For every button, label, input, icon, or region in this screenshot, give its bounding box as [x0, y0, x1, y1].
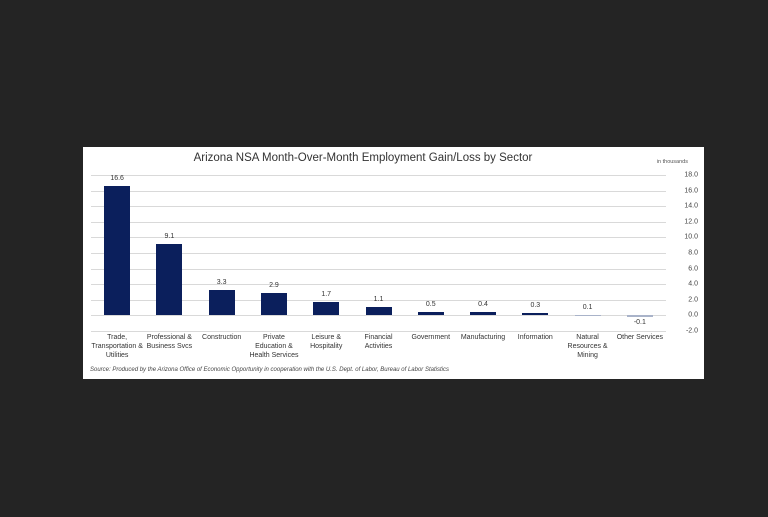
bar: [522, 313, 549, 316]
y-tick-label: 4.0: [688, 280, 698, 288]
bar: [156, 244, 183, 316]
units-note: in thousands: [656, 159, 688, 165]
bar-value-label: 2.9: [269, 281, 279, 289]
gridline: [91, 190, 666, 192]
category-label: Financial Activities: [364, 334, 393, 350]
bar-value-label: 0.5: [425, 300, 436, 308]
category-label: Other Services: [616, 334, 663, 341]
bar: [208, 289, 235, 316]
category-label: Leisure & Hospitality: [310, 334, 343, 350]
chart-panel: Arizona NSA Month-Over-Month Employment …: [83, 147, 704, 379]
category-label: Manufacturing: [460, 334, 506, 341]
gridline: [91, 284, 666, 286]
category-label: Trade, Transportation & Utilities: [91, 334, 143, 359]
bar-value-label: 1.7: [321, 291, 332, 299]
y-tick-label: -2.0: [685, 327, 698, 335]
y-tick-label: 16.0: [684, 187, 698, 195]
category-label: Government: [411, 334, 451, 341]
bar: [104, 185, 131, 316]
y-tick-label: 8.0: [688, 249, 698, 257]
bar: [260, 292, 287, 316]
bar-value-label: -0.1: [633, 319, 646, 327]
gridline: [91, 268, 666, 270]
bar: [417, 311, 444, 316]
category-label: Construction: [202, 334, 242, 341]
gridline: [91, 175, 666, 176]
bar-value-label: 16.6: [110, 174, 124, 182]
bar-value-label: 0.4: [478, 301, 488, 309]
y-tick-label: 2.0: [688, 296, 698, 304]
y-tick-label: 0.0: [688, 311, 698, 319]
category-label: Professional & Business Svcs: [146, 334, 193, 350]
category-label: Private Education & Health Services: [249, 334, 299, 359]
bar: [574, 314, 601, 317]
plot-area: 18.0 16.0 14.0 12.0 10.0 8.0 6.0 4.0 2.0 0.0 -2.0 1…: [91, 172, 698, 359]
chart-title: Arizona NSA Month-Over-Month Employment …: [193, 152, 533, 164]
bar-value-label: 0.1: [582, 303, 593, 311]
y-tick-label: 18.0: [684, 171, 698, 179]
category-label: Natural Resources & Mining: [567, 334, 608, 359]
bar-value-label: 0.3: [530, 302, 541, 310]
gridline: [91, 315, 666, 317]
y-tick-label: 14.0: [684, 202, 698, 210]
bar: [365, 306, 392, 316]
bar-value-label: 9.1: [164, 233, 175, 241]
y-tick-label: 10.0: [684, 233, 698, 241]
bar: [313, 302, 340, 316]
gridline: [91, 299, 666, 301]
gridline: [91, 237, 666, 239]
gridline: [91, 253, 666, 254]
gridline: [91, 331, 666, 332]
source-note: Source: Produced by the Arizona Office o…: [90, 367, 449, 373]
bar: [626, 315, 653, 317]
bar: [470, 312, 497, 316]
category-label: Information: [517, 334, 553, 341]
gridline: [91, 206, 666, 208]
y-tick-label: 12.0: [684, 218, 698, 226]
gridline: [91, 221, 666, 223]
y-tick-label: 6.0: [688, 265, 698, 273]
bar-value-label: 3.3: [216, 278, 227, 286]
bar-value-label: 1.1: [373, 295, 384, 303]
